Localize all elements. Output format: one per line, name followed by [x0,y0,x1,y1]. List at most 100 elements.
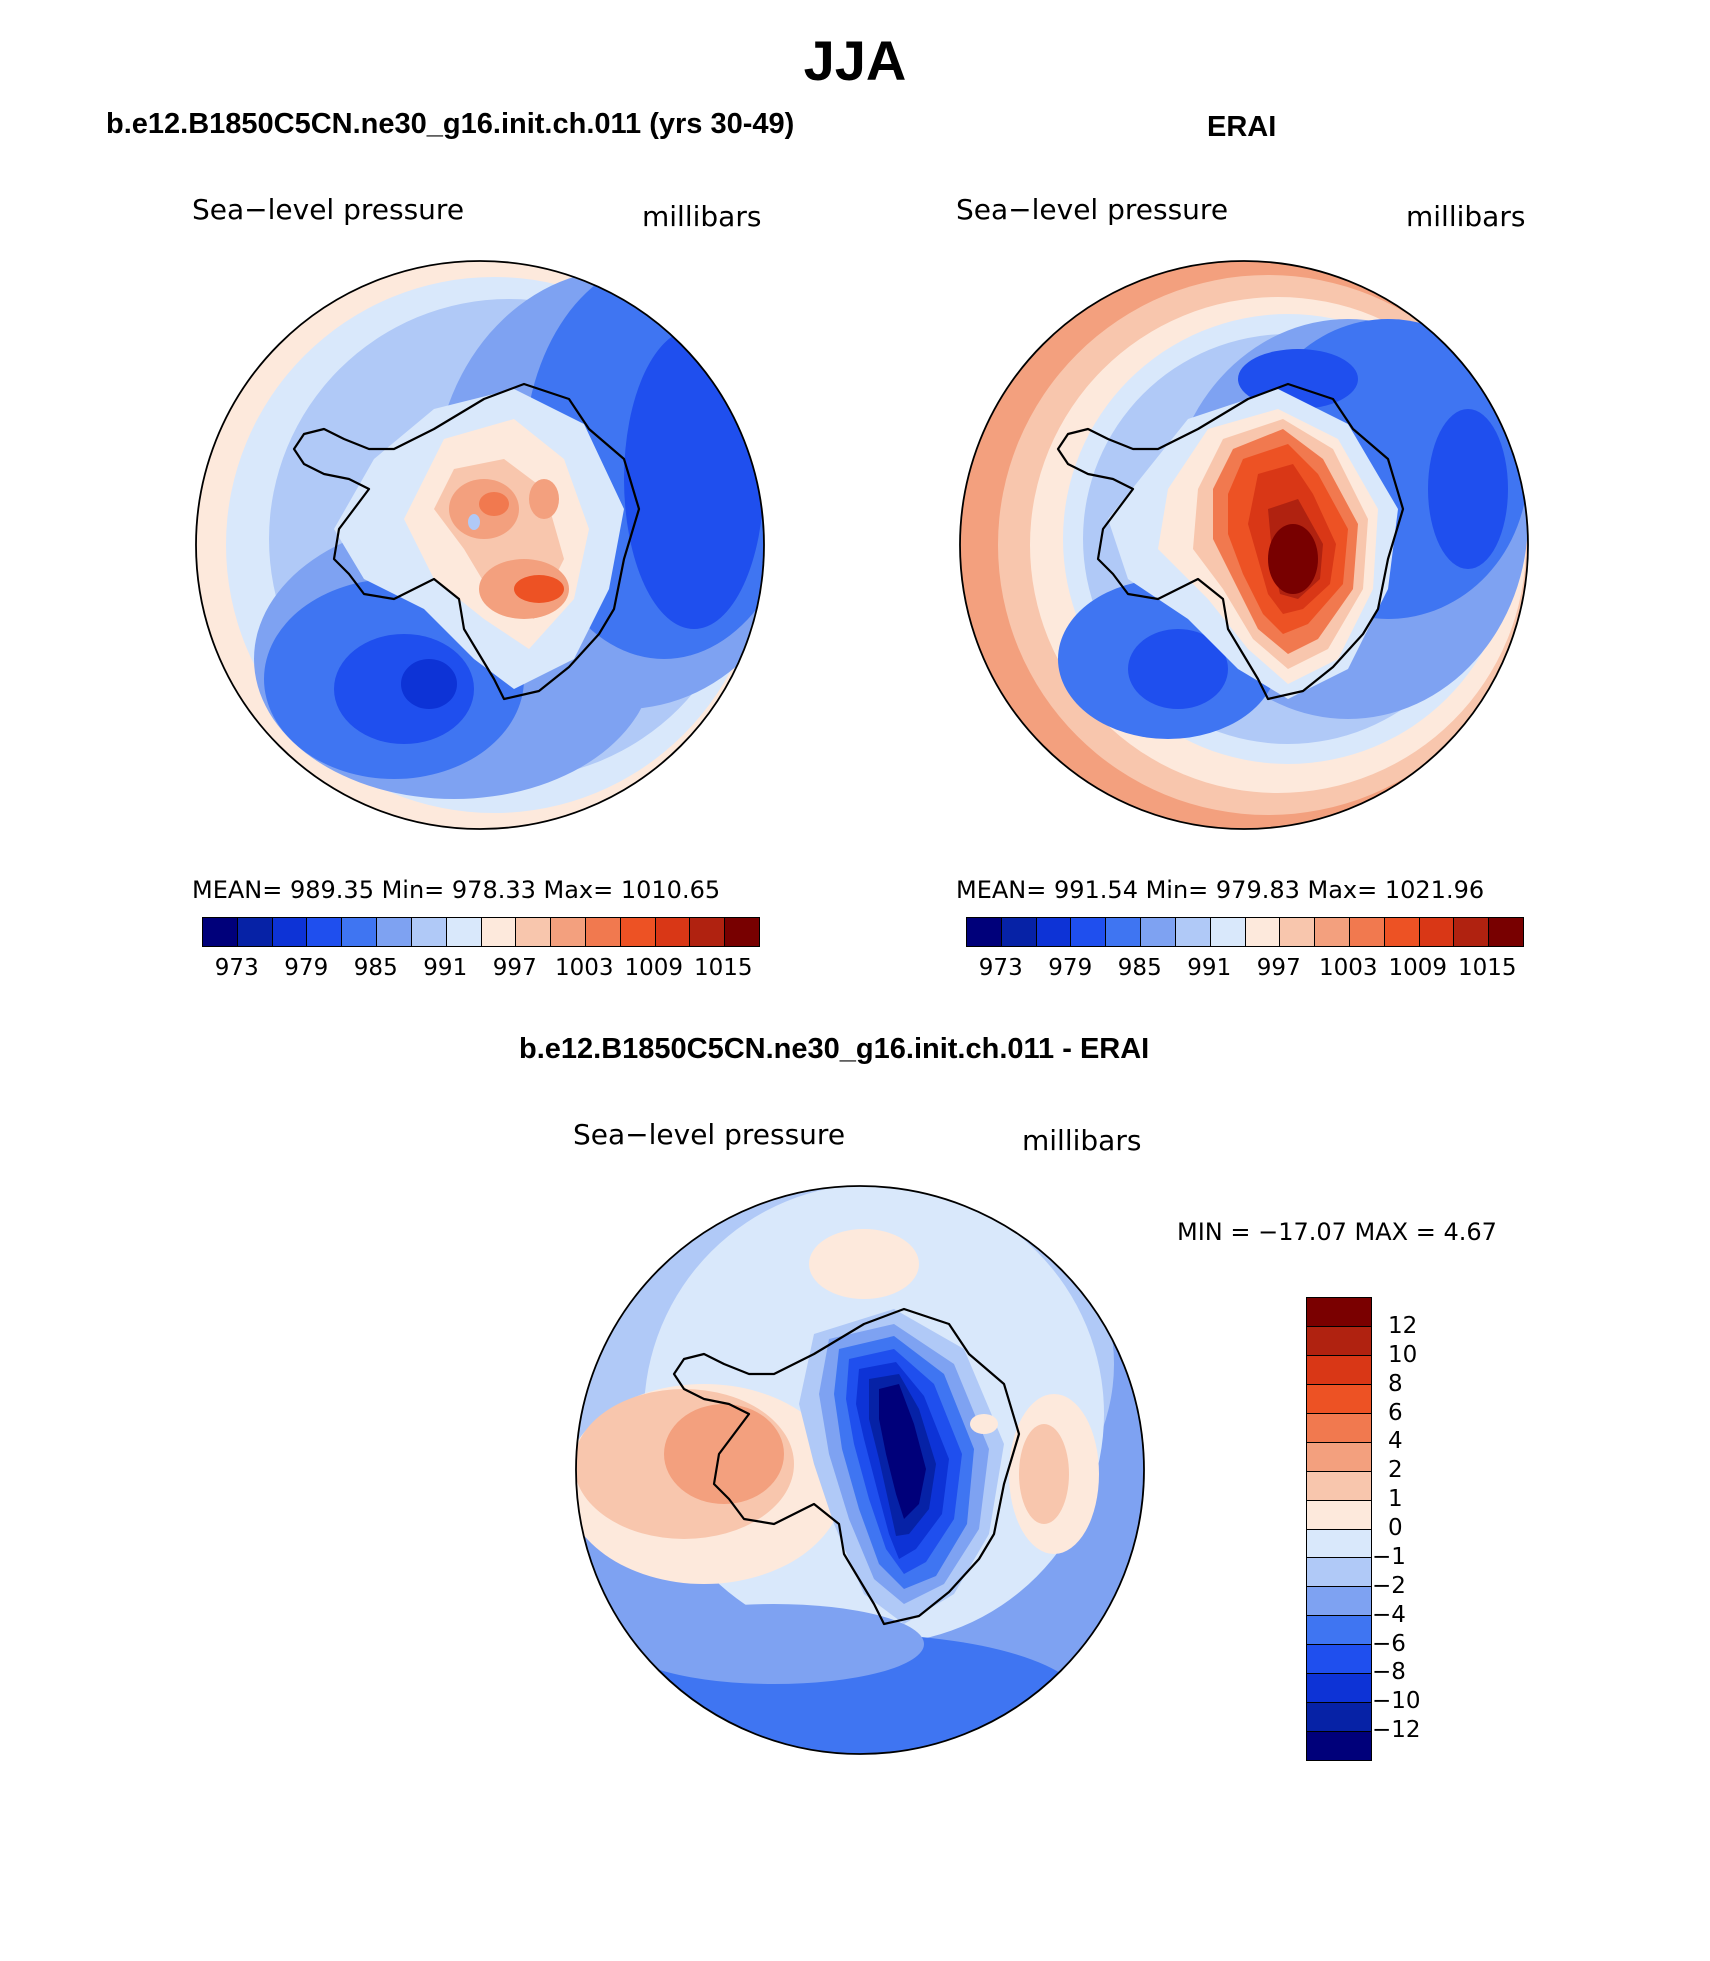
panel-1-colorbar-tick-label: 991 [423,955,468,981]
panel-1-colorbar-tick-label: 1015 [693,955,753,981]
panel-2-colorbar-swatch [1105,918,1141,946]
panel-1-title: b.e12.B1850C5CN.ne30_g16.init.ch.011 (yr… [106,108,795,140]
panel-1-colorbar-tick-label: 997 [492,955,537,981]
panel-1-colorbar-tick-label: 1003 [554,955,614,981]
panel-2-colorbar-tick-label: 1003 [1318,955,1378,981]
panel-3-colorbar-tick-label: −12 [1372,1717,1421,1744]
panel-3-title: b.e12.B1850C5CN.ne30_g16.init.ch.011 - E… [519,1033,1150,1065]
panel-2-colorbar-tick-label: 979 [1048,955,1093,981]
panel-2-title: ERAI [1207,111,1277,143]
panel-2-colorbar-swatch [967,918,1001,946]
panel-3-colorbar-tick-label: 4 [1388,1428,1403,1455]
panel-1-colorbar-swatch [515,918,551,946]
panel-3-colorbar-swatch [1307,1383,1371,1413]
panel-3-colorbar-swatch [1307,1499,1371,1529]
panel-1-colorbar-swatch [445,918,481,946]
panel-1-colorbar-swatch [236,918,272,946]
panel-3-colorbar-tick-label: −10 [1372,1688,1421,1715]
panel-2-colorbar-labels: 973 979 985 991 997 1003 1009 1015 [966,955,1522,985]
panel-2-colorbar-swatch [1453,918,1489,946]
panel-2-colorbar-tick-label: 973 [978,955,1023,981]
panel-3-polar-map [575,1185,1145,1755]
panel-3-colorbar-swatch [1307,1354,1371,1384]
panel-2-polar-map [959,260,1529,830]
panel-2-colorbar-swatch [1174,918,1210,946]
panel-3-colorbar-labels: 12 10 8 6 4 2 1 0 −1 −2 −4 −6 −8 −10 −12 [1372,1297,1500,1759]
panel-3-colorbar-tick-label: 0 [1388,1515,1403,1541]
panel-3-colorbar-tick-label: 2 [1388,1457,1403,1484]
panel-1-colorbar-swatch [271,918,307,946]
panel-2-colorbar-swatch [1209,918,1245,946]
panel-1-colorbar-tick-label: 985 [353,955,398,981]
panel-2-colorbar-tick-label: 991 [1187,955,1232,981]
panel-3-stats: MIN = −17.07 MAX = 4.67 [1177,1218,1497,1246]
panel-2-colorbar-swatch [1244,918,1280,946]
panel-3-colorbar-swatch [1307,1644,1371,1674]
panel-3-colorbar-swatch [1307,1586,1371,1616]
panel-2-colorbar-swatch [1279,918,1315,946]
panel-3-colorbar-tick-label: −8 [1372,1659,1406,1686]
panel-3-colorbar-swatch [1307,1673,1371,1703]
panel-3-colorbar-swatch [1307,1325,1371,1355]
panel-3-colorbar-swatch [1307,1528,1371,1558]
panel-3-colorbar-tick-label: 8 [1388,1370,1403,1397]
panel-1-stats: MEAN= 989.35 Min= 978.33 Max= 1010.65 [192,876,721,904]
panel-1-colorbar-labels: 973 979 985 991 997 1003 1009 1015 [202,955,758,985]
panel-1-colorbar-tick-label: 979 [284,955,329,981]
panel-3-colorbar-swatch [1307,1557,1371,1587]
panel-1-colorbar-swatch [376,918,411,946]
panel-2-colorbar [966,917,1524,947]
panel-3-colorbar-swatch [1307,1702,1371,1732]
panel-1-colorbar-swatch [689,918,725,946]
panel-1-colorbar-swatch [203,918,237,946]
panel-2-stats: MEAN= 991.54 Min= 979.83 Max= 1021.96 [956,876,1485,904]
panel-2-units-label: millibars [1406,200,1526,233]
panel-2-colorbar-swatch [1383,918,1419,946]
panel-3-colorbar [1306,1297,1372,1761]
panel-2-colorbar-swatch [1000,918,1036,946]
figure-title: JJA [803,29,907,92]
panel-1-variable-label: Sea−level pressure [192,193,465,226]
panel-3-units-label: millibars [1022,1124,1142,1157]
panel-2-colorbar-tick-label: 1009 [1388,955,1448,981]
panel-2-colorbar-swatch [1488,918,1523,946]
panel-1-colorbar-swatch [724,918,759,946]
panel-3-colorbar-tick-label: −4 [1372,1601,1406,1628]
panel-3-colorbar-tick-label: −6 [1372,1630,1406,1657]
panel-2-colorbar-tick-label: 1015 [1457,955,1517,981]
panel-2-colorbar-swatch [1418,918,1454,946]
panel-3-colorbar-tick-label: 12 [1388,1312,1418,1339]
panel-1-polar-map [195,260,765,830]
panel-2-colorbar-tick-label: 985 [1117,955,1162,981]
panel-3-colorbar-swatch [1307,1298,1371,1326]
panel-1-colorbar-swatch [584,918,620,946]
panel-2-variable-label: Sea−level pressure [956,193,1229,226]
panel-3-colorbar-tick-label: 6 [1388,1399,1403,1426]
panel-3-colorbar-tick-label: −2 [1372,1572,1406,1599]
panel-1-units-label: millibars [642,200,762,233]
panel-1-colorbar-swatch [654,918,690,946]
panel-2-colorbar-swatch [1348,918,1384,946]
panel-3-colorbar-tick-label: 1 [1388,1486,1403,1513]
panel-2-colorbar-swatch [1140,918,1175,946]
panel-1-colorbar-swatch [480,918,516,946]
panel-3-variable-label: Sea−level pressure [573,1118,846,1151]
panel-1-colorbar-swatch [550,918,585,946]
panel-1-colorbar [202,917,760,947]
panel-3-colorbar-swatch [1307,1412,1371,1442]
panel-1-colorbar-swatch [341,918,377,946]
panel-2-colorbar-swatch [1070,918,1106,946]
panel-2-colorbar-swatch [1035,918,1071,946]
panel-3-colorbar-tick-label: 10 [1388,1341,1418,1368]
panel-1-colorbar-swatch [619,918,655,946]
panel-1-colorbar-tick-label: 1009 [624,955,684,981]
panel-3-colorbar-swatch [1307,1441,1371,1471]
panel-3-colorbar-swatch [1307,1615,1371,1645]
panel-3-colorbar-tick-label: −1 [1372,1543,1406,1570]
panel-1-colorbar-swatch [306,918,342,946]
panel-2-colorbar-tick-label: 997 [1256,955,1301,981]
panel-3-colorbar-swatch [1307,1731,1371,1760]
panel-1-colorbar-tick-label: 973 [214,955,259,981]
panel-3-colorbar-swatch [1307,1470,1371,1500]
panel-1-colorbar-swatch [410,918,446,946]
